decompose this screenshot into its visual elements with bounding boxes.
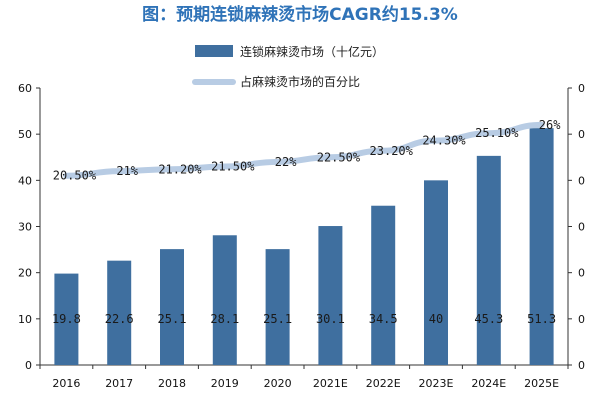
percent-value-label: 26% (539, 118, 561, 132)
y-right-tick-label: 0 (578, 313, 585, 326)
y-right-tick-label: 0 (578, 267, 585, 280)
bar-value-label: 34.5 (369, 312, 398, 326)
y-left-tick-label: 30 (18, 221, 32, 234)
bar (476, 155, 501, 365)
y-right-tick-label: 0 (578, 174, 585, 187)
bar (371, 205, 396, 365)
y-right-tick-label: 0 (578, 128, 585, 141)
bar-value-label: 28.1 (210, 312, 239, 326)
bar-value-label: 51.3 (527, 312, 556, 326)
bar-value-label: 19.8 (52, 312, 81, 326)
percent-value-label: 24.30% (422, 134, 466, 148)
percent-value-label: 25.10% (475, 126, 519, 140)
data-labels: 19.8 22.6 25.1 28.1 25.1 30.1 34.5 40 45.3 51.3 20… (52, 118, 561, 326)
y-right-tick-label: 0 (578, 221, 585, 234)
y-left-tick-label: 10 (18, 313, 32, 326)
x-tick-label: 2022E (366, 377, 401, 390)
bar (54, 273, 79, 365)
bar (160, 249, 184, 365)
bar-value-label: 25.1 (263, 312, 292, 326)
bar (212, 235, 237, 365)
legend-line-label: 占麻辣烫市场的百分比 (240, 74, 360, 89)
x-tick-label: 2016 (52, 377, 80, 390)
x-tick-label: 2019 (211, 377, 239, 390)
chart-title: 图：预期连锁麻辣烫市场CAGR约15.3% (142, 4, 458, 25)
percent-line-path (63, 121, 545, 179)
percent-line (63, 121, 545, 179)
x-tick-label: 2023E (419, 377, 454, 390)
x-tick-label: 2018 (158, 377, 186, 390)
legend: 连锁麻辣烫市场（十亿元） 占麻辣烫市场的百分比 (192, 44, 384, 89)
percent-value-label: 20.50% (53, 169, 97, 183)
bar (529, 128, 554, 365)
y-left-tick-label: 50 (18, 128, 32, 141)
bar-value-label: 22.6 (105, 312, 134, 326)
legend-bar-swatch (195, 45, 233, 57)
y-right-tick-label: 0 (578, 82, 585, 95)
bar (107, 260, 132, 365)
bar-value-label: 25.1 (158, 312, 187, 326)
percent-value-label: 21% (116, 164, 138, 178)
x-tick-label: 2020 (264, 377, 292, 390)
y-left-tick-label: 0 (25, 359, 32, 372)
bars (54, 128, 554, 365)
bar-value-label: 45.3 (474, 312, 503, 326)
y-left-tick-label: 40 (18, 174, 32, 187)
x-tick-label: 2021E (313, 377, 348, 390)
legend-bar-label: 连锁麻辣烫市场（十亿元） (240, 44, 384, 59)
y-left-tick-label: 20 (18, 267, 32, 280)
x-tick-label: 2017 (105, 377, 133, 390)
bar-value-label: 40 (429, 312, 443, 326)
percent-value-label: 22% (275, 155, 297, 169)
bar (265, 249, 290, 365)
bar (424, 180, 448, 365)
percent-value-label: 21.20% (158, 162, 202, 176)
percent-value-label: 23.20% (370, 144, 414, 158)
y-right-tick-label: 0 (578, 359, 585, 372)
x-tick-label: 2024E (471, 377, 506, 390)
percent-value-label: 22.50% (317, 150, 361, 164)
bar-value-label: 30.1 (316, 312, 345, 326)
y-left-tick-label: 60 (18, 82, 32, 95)
bar (318, 226, 343, 365)
x-tick-label: 2025E (524, 377, 559, 390)
percent-value-label: 21.50% (211, 159, 255, 173)
